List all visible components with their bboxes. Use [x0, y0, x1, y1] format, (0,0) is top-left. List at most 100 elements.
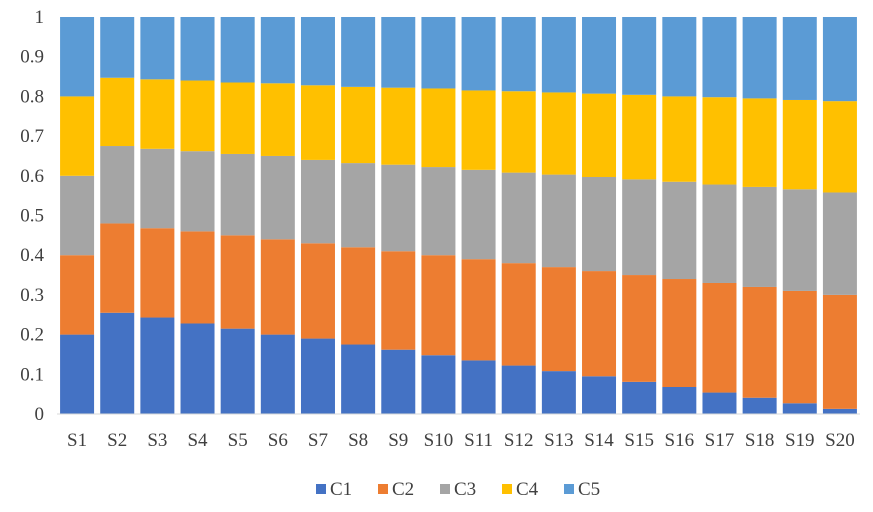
bar-segment-s8-c4 [341, 86, 376, 164]
bar-stack-s5 [220, 17, 255, 414]
bar-stack-s16 [662, 17, 697, 414]
bar-segment-s18-c1 [742, 397, 777, 414]
bar-segment-s4-c4 [180, 80, 215, 152]
x-tick-label: S10 [424, 430, 454, 451]
bar-segment-s20-c1 [822, 408, 857, 414]
x-tick-label: S7 [308, 430, 328, 451]
bar-segment-s18-c5 [742, 17, 777, 99]
bar-segment-s2-c1 [100, 312, 135, 414]
legend-swatch [502, 484, 512, 494]
bar-segment-s16-c5 [662, 17, 697, 97]
x-tick-label: S8 [348, 430, 368, 451]
bar-segment-s14-c5 [582, 17, 617, 94]
bar-stack-s12 [501, 17, 536, 414]
bar-stack-s13 [541, 17, 576, 414]
x-tick-label: S13 [544, 430, 574, 451]
bar-segment-s6-c3 [260, 155, 295, 240]
bar-segment-s13-c1 [541, 371, 576, 414]
bar-segment-s4-c3 [180, 151, 215, 232]
bar-segment-s2-c4 [100, 77, 135, 147]
bar-segment-s10-c4 [421, 88, 456, 168]
bar-stack-s8 [341, 17, 376, 414]
x-tick-label: S3 [147, 430, 167, 451]
bar-segment-s5-c3 [220, 153, 255, 236]
bar-segment-s3-c4 [140, 79, 175, 149]
bar-segment-s9-c2 [381, 251, 416, 350]
y-tick-label: 0.3 [20, 285, 44, 306]
bar-segment-s7-c5 [300, 17, 335, 86]
legend-item-c4: C4 [502, 479, 539, 500]
bar-stack-s17 [702, 17, 737, 414]
bar-segment-s20-c4 [822, 101, 857, 193]
bar-segment-s3-c1 [140, 317, 175, 414]
bar-segment-s14-c2 [582, 271, 617, 377]
bar-segment-s17-c3 [702, 184, 737, 283]
bar-segment-s19-c3 [782, 189, 817, 291]
x-tick-label: S19 [785, 430, 815, 451]
bar-segment-s8-c2 [341, 247, 376, 345]
bar-segment-s10-c1 [421, 355, 456, 414]
bar-segment-s11-c1 [461, 360, 496, 414]
bar-segment-s10-c5 [421, 17, 456, 89]
legend: C1 C2 C3 C4 C5 [316, 479, 600, 500]
y-tick-label: 0.2 [20, 325, 44, 346]
x-tick-label: S16 [665, 430, 695, 451]
bar-segment-s6-c4 [260, 83, 295, 156]
bar-segment-s2-c3 [100, 146, 135, 224]
bar-segment-s6-c2 [260, 239, 295, 335]
bar-segment-s8-c5 [341, 17, 376, 87]
bar-stack-s6 [260, 17, 295, 414]
bar-segment-s10-c3 [421, 167, 456, 256]
legend-swatch [316, 484, 326, 494]
bar-segment-s17-c5 [702, 17, 737, 98]
legend-swatch [564, 484, 574, 494]
bar-stack-s20 [822, 17, 857, 414]
bar-segment-s1-c3 [60, 175, 95, 256]
y-tick-label: 0.6 [20, 166, 44, 187]
bar-segment-s5-c1 [220, 328, 255, 414]
bar-stack-s19 [782, 17, 817, 414]
bar-segment-s14-c1 [582, 376, 617, 414]
bar-segment-s7-c1 [300, 338, 335, 414]
bar-stack-s9 [381, 17, 416, 414]
bar-segment-s13-c3 [541, 174, 576, 268]
y-tick-label: 0.8 [20, 86, 44, 107]
bar-segment-s15-c5 [622, 17, 657, 95]
bar-segment-s17-c4 [702, 97, 737, 185]
legend-item-c1: C1 [316, 479, 352, 500]
bar-segment-s11-c4 [461, 90, 496, 170]
bar-segment-s18-c4 [742, 98, 777, 187]
bar-stack-s2 [100, 17, 135, 414]
bar-segment-s12-c3 [501, 172, 536, 264]
bar-segment-s1-c1 [60, 334, 95, 414]
legend-item-c3: C3 [440, 479, 476, 500]
bar-segment-s16-c4 [662, 96, 697, 182]
bar-segment-s12-c4 [501, 91, 536, 173]
bar-segment-s18-c2 [742, 286, 777, 398]
bar-stack-s1 [60, 17, 95, 414]
bar-segment-s8-c3 [341, 163, 376, 248]
bar-segment-s16-c2 [662, 279, 697, 388]
x-tick-label: S14 [584, 430, 614, 451]
y-tick-label: 0.1 [20, 364, 44, 385]
y-tick-label: 0 [35, 404, 45, 425]
y-tick-label: 0.4 [20, 245, 44, 266]
bar-segment-s7-c2 [300, 243, 335, 339]
bar-segment-s6-c1 [260, 334, 295, 414]
bar-segment-s2-c5 [100, 17, 135, 78]
legend-swatch [378, 484, 388, 494]
bar-stack-s10 [421, 17, 456, 414]
bar-segment-s13-c5 [541, 17, 576, 93]
y-tick-label: 0.9 [20, 47, 44, 68]
bar-segment-s12-c5 [501, 17, 536, 92]
bar-segment-s4-c1 [180, 323, 215, 414]
x-tick-label: S2 [107, 430, 127, 451]
bar-segment-s16-c1 [662, 387, 697, 414]
bar-stack-s14 [582, 17, 617, 414]
bar-segment-s13-c2 [541, 267, 576, 372]
bar-segment-s9-c3 [381, 164, 416, 252]
legend-item-c2: C2 [378, 479, 414, 500]
bar-segment-s7-c4 [300, 85, 335, 160]
bar-stack-s4 [180, 17, 215, 414]
